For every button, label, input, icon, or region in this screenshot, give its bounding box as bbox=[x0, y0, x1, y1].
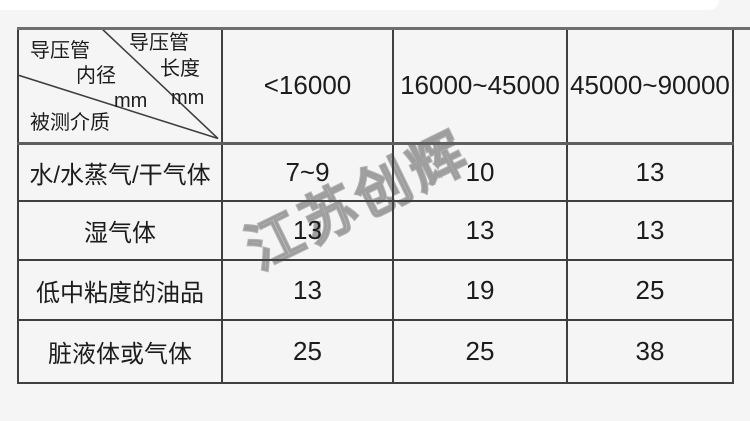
cell-0-1: 10 bbox=[392, 142, 568, 202]
column-header-1: 16000~45000 bbox=[392, 29, 568, 145]
top-white-bar bbox=[0, 0, 719, 10]
spec-table: 导压管 长度 mm 导压管 内径 mm 被测介质 <16000 16000~45… bbox=[17, 29, 734, 384]
table-row: 湿气体 13 13 13 bbox=[17, 200, 734, 261]
row-label-1: 湿气体 bbox=[17, 200, 223, 261]
cell-0-0: 7~9 bbox=[221, 142, 394, 202]
column-header-0: <16000 bbox=[221, 29, 394, 145]
cell-2-1: 19 bbox=[392, 259, 568, 321]
row-label-2: 低中粘度的油品 bbox=[17, 259, 223, 321]
cell-1-2: 13 bbox=[566, 200, 734, 261]
cell-3-2: 38 bbox=[566, 319, 734, 384]
cell-1-1: 13 bbox=[392, 200, 568, 261]
cell-3-0: 25 bbox=[221, 319, 394, 384]
cell-3-1: 25 bbox=[392, 319, 568, 384]
corner-label-pipe-diameter-2: 内径 bbox=[76, 65, 116, 87]
corner-label-measured-medium: 被测介质 bbox=[30, 112, 110, 134]
cell-1-0: 13 bbox=[221, 200, 394, 261]
corner-label-pipe-length-2: 长度 bbox=[160, 58, 200, 80]
corner-label-pipe-diameter-1: 导压管 bbox=[30, 40, 90, 62]
cell-2-2: 25 bbox=[566, 259, 734, 321]
table-row: 脏液体或气体 25 25 38 bbox=[17, 319, 734, 384]
row-label-0: 水/水蒸气/干气体 bbox=[17, 142, 223, 202]
row-label-3: 脏液体或气体 bbox=[17, 319, 223, 384]
corner-label-pipe-length-unit: mm bbox=[171, 87, 205, 109]
table-row: 水/水蒸气/干气体 7~9 10 13 bbox=[17, 142, 734, 202]
table-top-rule bbox=[17, 27, 750, 30]
table-corner-cell: 导压管 长度 mm 导压管 内径 mm 被测介质 bbox=[17, 29, 223, 145]
column-header-2: 45000~90000 bbox=[566, 29, 734, 145]
corner-label-pipe-diameter-unit: mm bbox=[114, 90, 148, 112]
corner-label-pipe-length-1: 导压管 bbox=[129, 32, 189, 54]
cell-0-2: 13 bbox=[566, 142, 734, 202]
diagonal-divider-lines bbox=[19, 29, 219, 140]
table-row: 低中粘度的油品 13 19 25 bbox=[17, 259, 734, 321]
cell-2-0: 13 bbox=[221, 259, 394, 321]
